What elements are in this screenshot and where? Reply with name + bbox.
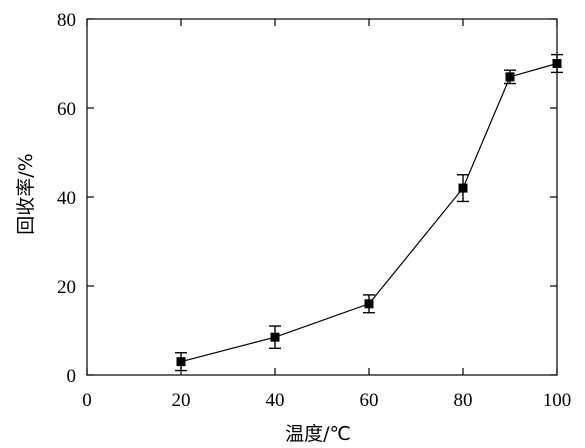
series-layer [175,53,563,372]
x-tick-label: 80 [454,390,473,411]
data-point [552,59,562,68]
x-tick-label: 60 [360,390,379,411]
x-tick-label: 100 [543,390,572,411]
x-tick-label: 0 [82,390,92,411]
y-tick-label: 20 [57,277,76,298]
y-tick-label: 0 [67,366,77,387]
series-line [180,62,558,363]
y-tick-label: 40 [57,188,76,209]
axis-ticks [86,18,558,376]
x-tick-label: 40 [266,390,285,411]
data-point [176,357,186,367]
data-point [364,299,374,309]
y-axis-label: 回收率/% [15,153,37,234]
y-tick-label: 60 [57,99,76,120]
data-point [270,332,280,342]
x-tick-label: 20 [172,390,191,411]
data-point [505,72,515,82]
data-point [458,183,468,193]
x-axis-label: 温度/℃ [285,423,351,445]
tick-labels: 0 20 40 60 80 100 0 20 40 60 80 [57,10,571,411]
plot-frame [86,18,558,376]
y-tick-label: 80 [57,10,76,31]
